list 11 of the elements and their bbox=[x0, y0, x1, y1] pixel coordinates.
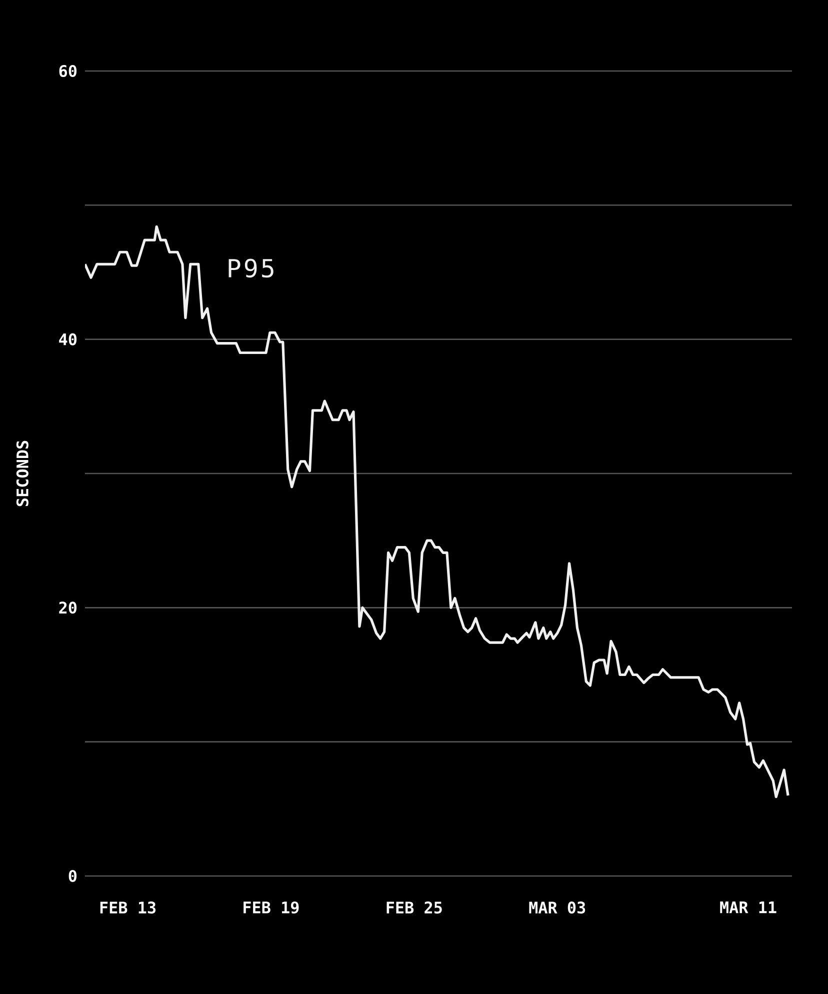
series-label: P95 bbox=[228, 258, 274, 278]
x-tick-label: MAR 03 bbox=[529, 902, 586, 914]
x-tick-label: FEB 19 bbox=[244, 902, 299, 914]
x-tick-label: MAR 11 bbox=[720, 902, 776, 914]
x-tick-label: FEB 25 bbox=[386, 902, 442, 914]
x-tick-label: FEB 13 bbox=[100, 902, 156, 914]
y-tick-label: 40 bbox=[59, 333, 77, 346]
y-tick-label: 0 bbox=[68, 870, 77, 882]
y-axis-title: SECONDS bbox=[16, 440, 28, 506]
y-tick-label: 20 bbox=[59, 602, 77, 614]
y-tick-label: 60 bbox=[59, 64, 77, 78]
